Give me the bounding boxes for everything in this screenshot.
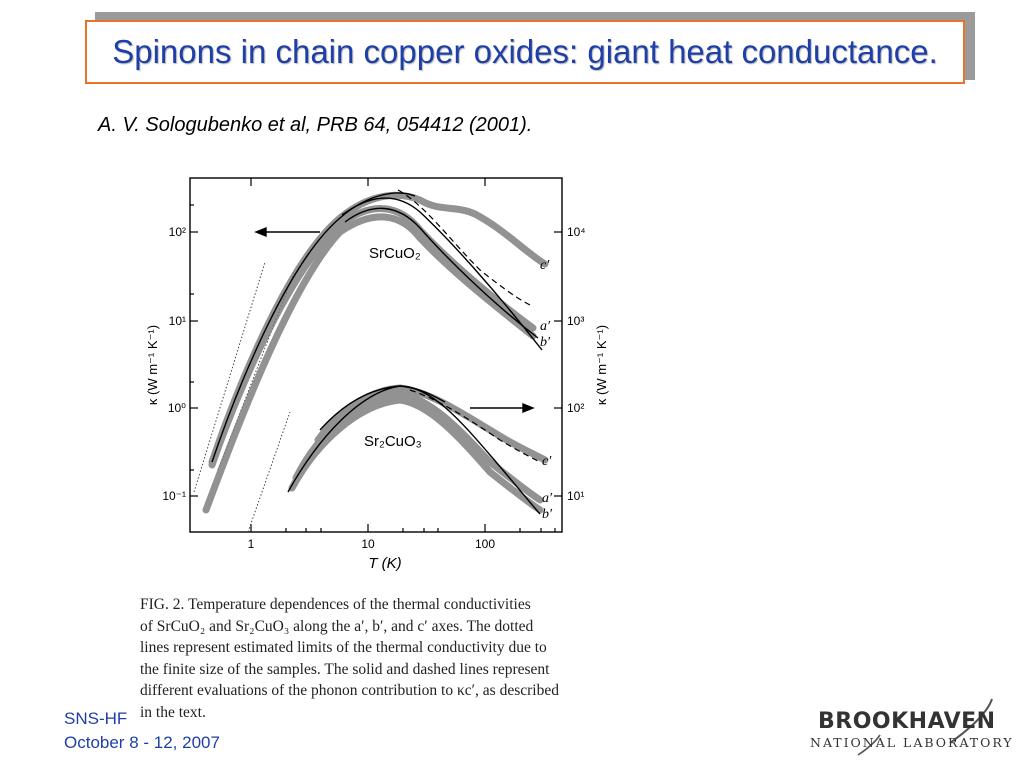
series-label-b-bottom: b′ xyxy=(542,507,553,522)
right-y-tick-label: 10¹ xyxy=(567,489,584,503)
footer-date: October 8 - 12, 2007 xyxy=(64,733,220,752)
x-tick-label: 10 xyxy=(361,537,375,551)
left-y-tick-label: 10¹ xyxy=(169,314,186,328)
brookhaven-logo: BROOKHAVEN NATIONAL LABORATORY xyxy=(810,695,1012,765)
sr2cuo3-solid-lines xyxy=(287,385,541,515)
series-label-a-bottom: a′ xyxy=(542,491,553,506)
axis-arrows xyxy=(254,226,535,414)
right-y-tick-label: 10⁴ xyxy=(567,225,586,239)
caption-line: FIG. 2. Temperature dependences of the t… xyxy=(140,596,531,613)
right-y-tick-label: 10² xyxy=(567,401,584,415)
caption-line: in the text. xyxy=(140,703,206,721)
right-y-axis-label: κ (W m⁻¹ K⁻¹) xyxy=(594,325,609,405)
left-y-ticks xyxy=(190,204,198,497)
logo-subtitle: NATIONAL LABORATORY xyxy=(810,735,1014,750)
compound-label-top: SrCuO₂ xyxy=(369,245,421,262)
footer-event: SNS-HF xyxy=(64,709,128,728)
series-label-c-top: c′ xyxy=(540,258,550,273)
right-y-tick-label: 10³ xyxy=(567,314,584,328)
left-y-tick-label: 10² xyxy=(169,225,186,239)
left-y-axis-label: κ (W m⁻¹ K⁻¹) xyxy=(145,325,160,405)
series-label-c-bottom: c′ xyxy=(542,454,552,469)
srcuo2-solid-lines xyxy=(211,192,543,463)
caption-line: different evaluations of the phonon cont… xyxy=(140,682,559,700)
x-tick-label: 100 xyxy=(475,537,495,551)
x-ticks xyxy=(250,178,556,532)
footer: SNS-HF October 8 - 12, 2007 xyxy=(64,707,220,755)
logo-swoosh-icon xyxy=(857,698,993,756)
caption-line: of SrCuO₂ and Sr₂CuO₃ along the a′, b′, … xyxy=(140,617,534,635)
right-y-ticks xyxy=(554,231,562,497)
compound-label-bottom: Sr₂CuO₃ xyxy=(364,433,422,450)
series-label-b-top: b′ xyxy=(540,335,551,350)
figure-caption: FIG. 2. Temperature dependences of the t… xyxy=(140,594,622,724)
series-label-a-top: a′ xyxy=(540,319,551,334)
slide-title: Spinons in chain copper oxides: giant he… xyxy=(112,33,938,70)
x-axis-label: T (K) xyxy=(368,555,401,572)
left-y-tick-label: 10⁻¹ xyxy=(162,489,186,503)
logo-name: BROOKHAVEN xyxy=(818,709,996,734)
citation: A. V. Sologubenko et al, PRB 64, 054412 … xyxy=(98,114,533,136)
title-box: Spinons in chain copper oxides: giant he… xyxy=(85,20,965,84)
left-y-tick-label: 10⁰ xyxy=(168,401,186,415)
x-tick-label: 1 xyxy=(248,537,255,551)
sr2cuo3-dashed-line xyxy=(409,389,541,463)
caption-line: the finite size of the samples. The soli… xyxy=(140,660,550,678)
plot-frame xyxy=(189,177,563,533)
srcuo2-dashed-line xyxy=(397,189,531,306)
caption-line: lines represent estimated limits of the … xyxy=(140,639,547,657)
